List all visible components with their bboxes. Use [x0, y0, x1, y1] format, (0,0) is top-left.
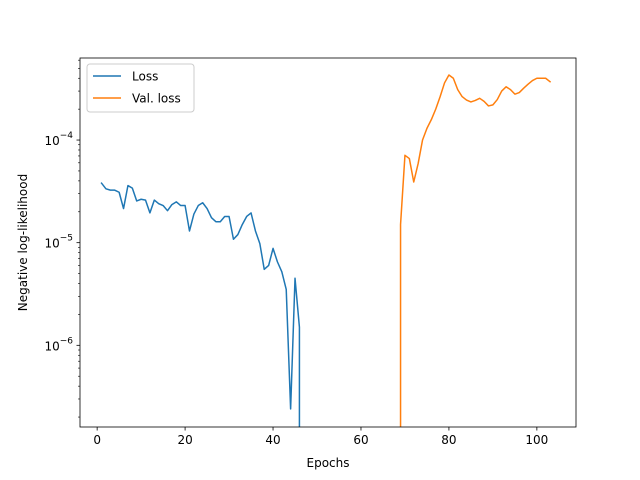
series-line-1 — [100, 182, 301, 427]
series-layer — [100, 74, 552, 427]
legend: Loss Val. loss — [86, 63, 195, 113]
x-tick-label: 0 — [93, 433, 101, 447]
x-tick-label: 60 — [353, 433, 368, 447]
legend-label-2: Val. loss — [132, 92, 181, 106]
x-tick-label: 40 — [265, 433, 280, 447]
x-tick-label: 80 — [441, 433, 456, 447]
y-tick-label: 10−5 — [44, 234, 73, 251]
x-axis: 0 20 40 60 80 100 — [93, 427, 548, 447]
x-axis-title: Epochs — [307, 456, 350, 470]
y-axis-title: Negative log-likelihood — [16, 174, 30, 311]
x-tick-label: 20 — [177, 433, 192, 447]
y-axis: 10−6 10−5 10−4 — [44, 59, 80, 418]
plot-area — [80, 58, 576, 427]
y-tick-label: 10−4 — [44, 131, 73, 148]
series-line-2 — [399, 74, 552, 427]
legend-label-1: Loss — [132, 70, 158, 84]
y-tick-label: 10−6 — [44, 336, 73, 353]
x-tick-label: 100 — [525, 433, 548, 447]
